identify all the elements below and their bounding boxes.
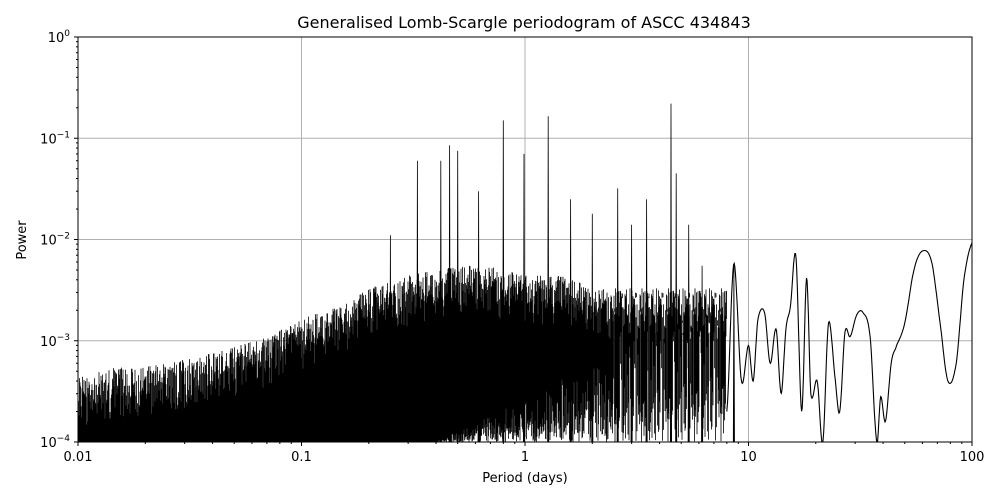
chart-title: Generalised Lomb-Scargle periodogram of … [297,13,751,32]
periodogram-dense-region [78,103,735,442]
grid-lines [78,37,972,442]
y-axis-label: Power [15,220,30,260]
x-tick-label: 0.1 [291,450,312,465]
periodogram-line [726,242,972,442]
x-tick-label: 100 [960,450,985,465]
plot-area [78,103,972,442]
y-tick-label: 10−1 [40,130,70,147]
x-axis-label: Period (days) [482,471,568,486]
y-axis: 10−4 10−3 10−2 10−1 100 [40,29,78,451]
x-tick-label: 10 [740,450,757,465]
y-tick-label: 10−4 [40,434,70,451]
x-tick-label: 0.01 [64,450,93,465]
x-tick-label: 1 [521,450,529,465]
y-tick-label: 10−3 [40,333,70,350]
x-axis: 0.01 0.1 1 10 100 [64,442,985,465]
y-tick-label: 100 [48,29,71,46]
y-tick-label: 10−2 [40,232,70,249]
